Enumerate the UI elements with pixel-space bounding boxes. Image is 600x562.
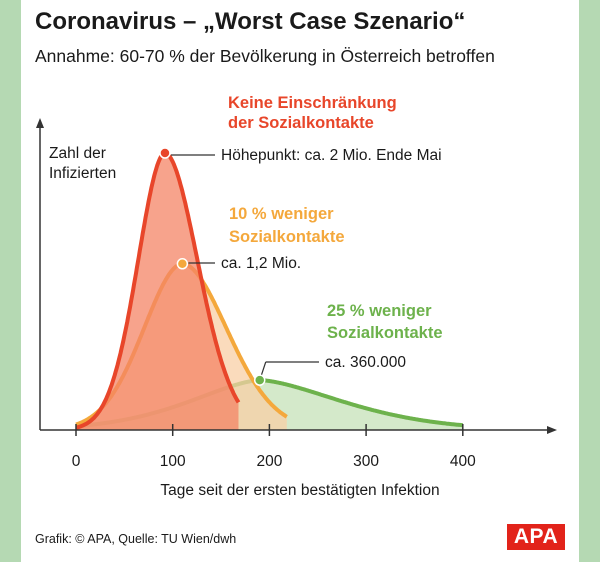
- annotations: Keine Einschränkung der Sozialkontakte Höh…: [159, 94, 443, 386]
- y-axis-label-line-2: Infizierten: [49, 165, 116, 182]
- peak-annotation-0: Höhepunkt: ca. 2 Mio. Ende Mai: [221, 147, 442, 164]
- series-title-0-line-2: der Sozialkontakte: [228, 114, 374, 132]
- x-tick-label-0: 0: [72, 453, 81, 470]
- axes: [36, 118, 557, 434]
- peak-annotation-2: ca. 360.000: [325, 354, 406, 371]
- chart-subtitle: Annahme: 60-70 % der Bevölkerung in Öste…: [35, 46, 495, 66]
- y-axis-label-line-1: Zahl der: [49, 145, 106, 162]
- series-areas: [75, 151, 464, 430]
- x-ticks: 0 100 200 300 400: [72, 424, 476, 470]
- y-axis-arrow: [36, 118, 44, 128]
- series-title-2-line-1: 25 % weniger: [327, 302, 432, 320]
- peak-annotation-1: ca. 1,2 Mio.: [221, 255, 301, 272]
- chart-svg: 0 100 200 300 400 Tage seit der ersten bestä…: [36, 94, 557, 499]
- x-tick-label-100: 100: [160, 453, 186, 470]
- x-axis-label: Tage seit der ersten bestätigten Infekti…: [160, 482, 439, 499]
- series-title-1-line-2: Sozialkontakte: [229, 228, 345, 246]
- series-line-0: [75, 151, 241, 430]
- series-title-1-line-1: 10 % weniger: [229, 205, 334, 223]
- peak-marker-2: [253, 374, 266, 386]
- apa-logo: APA: [507, 524, 565, 550]
- source-credit: Grafik: © APA, Quelle: TU Wien/dwh: [35, 532, 237, 546]
- peak-marker-1: [176, 258, 189, 270]
- series-title-2-line-2: Sozialkontakte: [327, 324, 443, 342]
- x-tick-label-400: 400: [450, 453, 476, 470]
- x-tick-label-300: 300: [353, 453, 379, 470]
- chart-title: Coronavirus – „Worst Case Szenario“: [35, 8, 466, 35]
- series-area-0: [76, 153, 239, 430]
- series-title-0-line-1: Keine Einschränkung: [228, 94, 397, 112]
- x-axis-arrow: [547, 426, 557, 434]
- infographic-card: Coronavirus – „Worst Case Szenario“ Anna…: [21, 0, 579, 562]
- peak-marker-0: [159, 147, 171, 159]
- x-tick-label-200: 200: [256, 453, 282, 470]
